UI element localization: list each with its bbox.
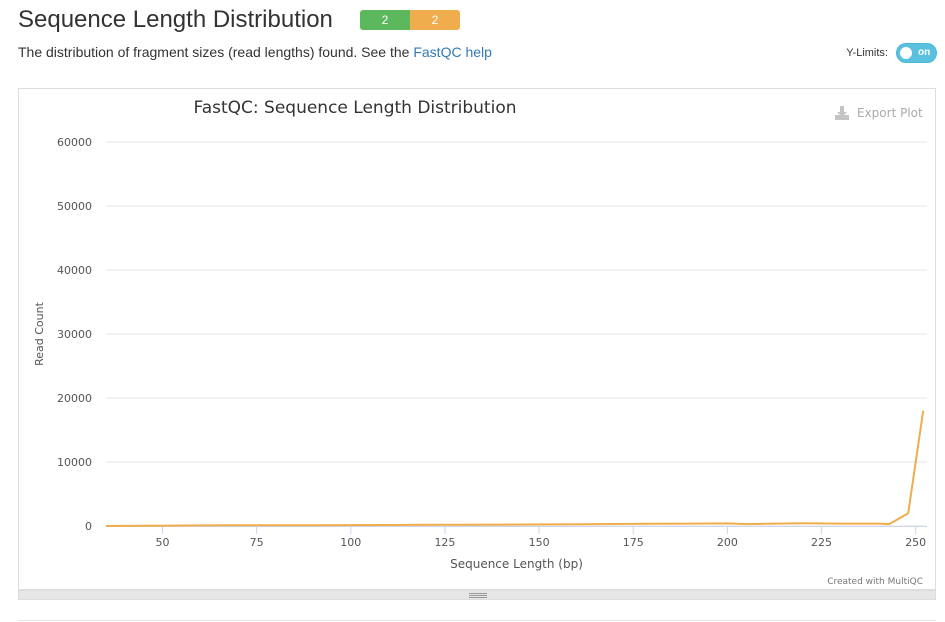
toggle-state-text: on	[918, 47, 931, 58]
x-tick-label: 125	[434, 536, 455, 549]
description-text: The distribution of fragment sizes (read…	[18, 44, 410, 60]
x-tick-label: 75	[250, 536, 264, 549]
chart-title: FastQC: Sequence Length Distribution	[193, 98, 516, 118]
export-plot-label: Export Plot	[857, 106, 923, 120]
x-axis-label: Sequence Length (bp)	[450, 557, 583, 571]
y-tick-label: 10000	[57, 456, 92, 469]
status-badges: 2 2	[360, 10, 460, 30]
section-title: Sequence Length Distribution	[18, 6, 333, 33]
y-tick-label: 40000	[57, 264, 92, 277]
y-tick-label: 60000	[57, 136, 92, 149]
y-axis-label: Read Count	[33, 301, 46, 365]
x-tick-label: 200	[717, 536, 738, 549]
x-tick-label: 250	[905, 536, 926, 549]
plot-container: 0 10000 20000 30000 40000 50000 60000 50 75 100 12…	[18, 88, 936, 590]
series-line-0[interactable]	[105, 410, 925, 527]
ylimits-control: Y-Limits: on	[846, 43, 937, 63]
y-tick-label: 0	[85, 520, 92, 533]
line-chart[interactable]: 0 10000 20000 30000 40000 50000 60000 50 75 100 12…	[19, 89, 935, 589]
section-description: The distribution of fragment sizes (read…	[18, 44, 492, 60]
y-tick-label: 50000	[57, 200, 92, 213]
axes: 0 10000 20000 30000 40000 50000 60000 50 75 100 12…	[57, 136, 927, 549]
fastqc-help-link[interactable]: FastQC help	[413, 44, 492, 60]
toggle-knob	[900, 47, 912, 59]
x-tick-label: 175	[623, 536, 644, 549]
y-tick-label: 30000	[57, 328, 92, 341]
ylimits-toggle[interactable]: on	[896, 43, 937, 63]
ylimits-label: Y-Limits:	[846, 47, 888, 59]
x-tick-label: 100	[340, 536, 361, 549]
section-divider	[18, 620, 936, 621]
pass-count-badge[interactable]: 2	[360, 10, 410, 30]
export-plot-button[interactable]: Export Plot	[835, 106, 923, 120]
series-layer	[105, 410, 925, 527]
multiqc-credit[interactable]: Created with MultiQC	[827, 577, 923, 587]
grid-lines	[106, 141, 927, 527]
plot-resize-handle[interactable]	[18, 590, 936, 600]
y-tick-label: 20000	[57, 392, 92, 405]
x-tick-label: 225	[811, 536, 832, 549]
x-tick-label: 50	[155, 536, 169, 549]
x-tick-label: 150	[529, 536, 550, 549]
warn-count-badge[interactable]: 2	[410, 10, 460, 30]
download-icon	[835, 106, 849, 120]
resize-grip-icon	[469, 593, 487, 594]
